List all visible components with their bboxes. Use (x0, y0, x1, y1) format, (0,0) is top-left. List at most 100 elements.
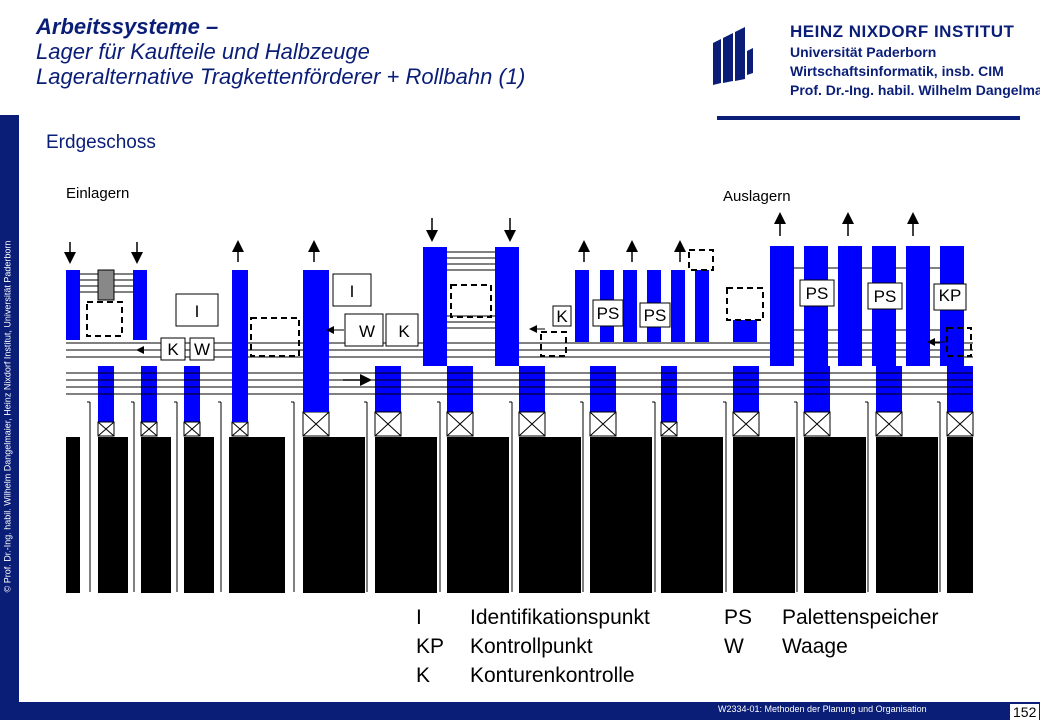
transfer-cross-icon (183, 421, 201, 437)
left-sidebar-band: © Prof. Dr.-Ing. habil. Wilhelm Dangelma… (0, 115, 19, 720)
transfer-direction-arrows (136, 325, 945, 354)
label-ps: PS (874, 287, 897, 306)
pallet-placeholder (86, 301, 123, 337)
transfer-cross-icon (660, 421, 678, 437)
legend-code: W (724, 635, 744, 658)
transfer-cross-icon (732, 411, 760, 437)
transfer-cross-icon (518, 411, 546, 437)
pallet-placeholder (688, 249, 714, 271)
institute-logo: HEINZ NIXDORF INSTITUT Universität Pader… (713, 0, 1040, 120)
auslagern-label: Auslagern (723, 188, 791, 205)
conveyor (671, 270, 685, 342)
legend-col2-codes: PS W (724, 603, 752, 661)
rack (519, 437, 581, 593)
transfer-cross-icon (140, 421, 158, 437)
conveyor (623, 270, 637, 342)
conveyor (133, 270, 147, 340)
station-box-k (160, 337, 186, 361)
transfer-cross-icon (875, 411, 903, 437)
conveyor (423, 247, 447, 366)
label-k: K (398, 322, 410, 341)
label-ps: PS (806, 284, 829, 303)
rack (184, 437, 214, 593)
feed-conveyor (804, 366, 830, 412)
label-ps: PS (597, 304, 620, 323)
transfer-cross-icon (302, 411, 330, 437)
page-number: 152 (1010, 704, 1040, 720)
transfer-cross-icon (446, 411, 474, 437)
pallet-placeholder (450, 284, 492, 318)
rack (141, 437, 171, 593)
station-labels: I K W I W K K PS PS PS PS KP (167, 282, 961, 359)
rack (66, 437, 80, 593)
logo-line-4: Prof. Dr.-Ing. habil. Wilhelm Dangelmaie… (790, 82, 1040, 98)
conveyor (232, 270, 248, 422)
station-box-k (385, 313, 419, 347)
auslagern-arrows (232, 212, 919, 262)
pallet-placeholder (540, 331, 567, 357)
station-box-kp (933, 283, 967, 311)
label-i: I (350, 282, 355, 301)
conveyor (575, 270, 589, 342)
main-conveyors (66, 246, 964, 422)
legend-col1-codes: I KP K (416, 603, 444, 690)
logo-mark-icon (713, 27, 753, 85)
legend-code: PS (724, 606, 753, 629)
section-title: Erdgeschoss (46, 132, 156, 153)
station-box-ps (639, 302, 671, 328)
feed-conveyor (947, 366, 973, 412)
station-box-k (552, 305, 572, 327)
einlagern-arrows (64, 218, 516, 264)
rack (661, 437, 723, 593)
legend-text: Kontrollpunkt (470, 635, 593, 658)
station-box-w (344, 313, 384, 347)
label-ps: PS (644, 306, 667, 325)
legend-text: Waage (782, 635, 848, 658)
legend-text: Palettenspeicher (782, 606, 939, 629)
pallet-placeholder (726, 287, 764, 321)
conveyor (733, 320, 757, 342)
feed-conveyor (447, 366, 473, 412)
rack (804, 437, 866, 593)
rack (98, 437, 128, 593)
station-box-ps (799, 279, 835, 307)
station-boxes (160, 273, 967, 361)
conveyor (303, 270, 329, 412)
legend-code: I (416, 606, 422, 629)
lift-element (97, 269, 115, 301)
conveyor (695, 270, 709, 342)
storage-racks (66, 437, 973, 593)
station-box-ps (592, 299, 624, 327)
logo-line-2: Universität Paderborn (790, 44, 937, 60)
label-k: K (556, 307, 568, 326)
rack (375, 437, 437, 593)
legend-text: Identifikationspunkt (470, 606, 650, 629)
legend-code: KP (416, 635, 445, 658)
feed-conveyor (375, 366, 401, 412)
pallet-placeholder (250, 317, 300, 357)
label-w: W (194, 340, 210, 359)
slide-title: Arbeitssysteme – Lager für Kaufteile und… (36, 14, 696, 89)
title-line-2: Lager für Kaufteile und Halbzeuge (36, 39, 370, 64)
legend-col2-texts: Palettenspeicher Waage (782, 603, 938, 661)
rack (876, 437, 938, 593)
rack (229, 437, 285, 593)
rack (590, 437, 652, 593)
logo-frame (717, 16, 1020, 120)
pallet-placeholder (946, 327, 972, 357)
label-k: K (167, 340, 179, 359)
logo-line-3: Wirtschaftsinformatik, insb. CIM (790, 63, 1004, 79)
station-box-i (332, 273, 372, 307)
transfer-cross-icon (589, 411, 617, 437)
title-line-1: Arbeitssysteme – (36, 14, 219, 39)
conveyor (495, 247, 519, 366)
einlagern-label: Einlagern (66, 185, 130, 202)
legend-text: Konturenkontrolle (470, 664, 635, 687)
logo-line-1: HEINZ NIXDORF INSTITUT (790, 22, 1015, 41)
conveyor (770, 246, 794, 366)
label-i: I (195, 302, 200, 321)
rack (303, 437, 365, 593)
transfer-cross-icon (374, 411, 402, 437)
rack (733, 437, 795, 593)
